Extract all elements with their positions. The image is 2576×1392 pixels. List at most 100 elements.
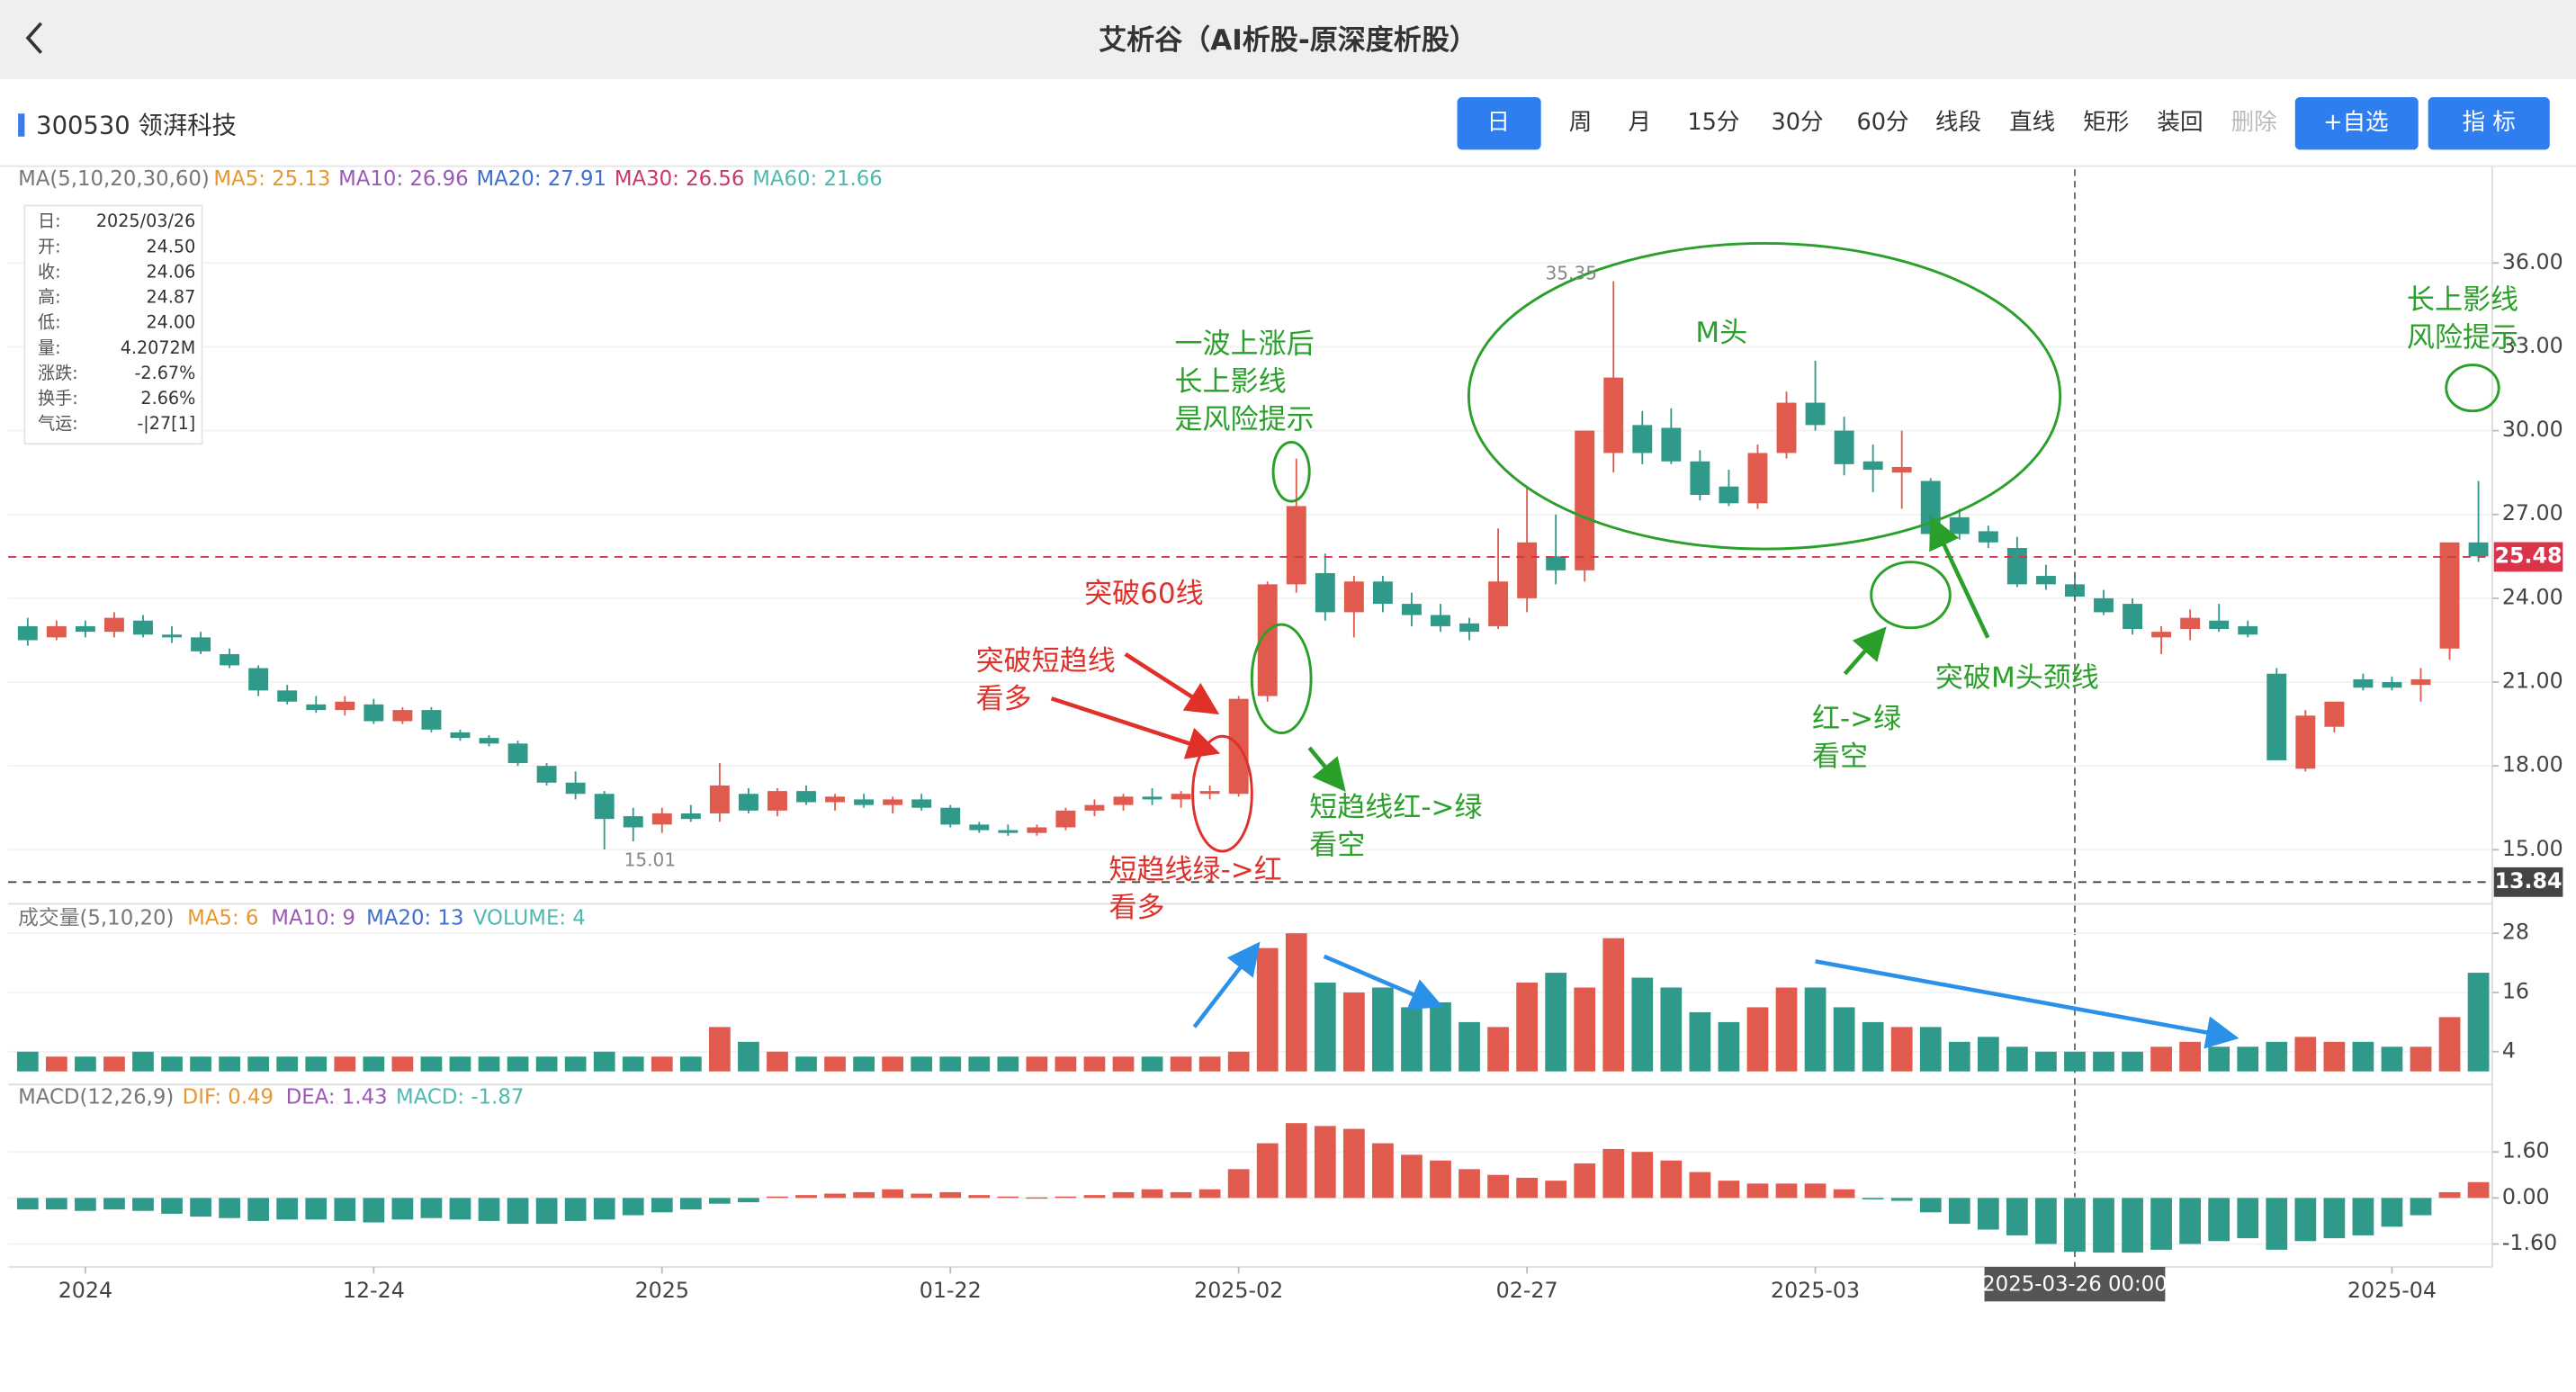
candle-body [623, 816, 643, 828]
volume-bar [709, 1027, 731, 1072]
macd-bar [2006, 1198, 2028, 1235]
arrow [1843, 626, 1887, 676]
y-tick-label: 18.00 [2502, 752, 2563, 777]
y-tick-label: 24.00 [2502, 584, 2563, 609]
period-tab[interactable]: 装回 [2157, 109, 2203, 136]
macd-bar [1112, 1191, 1135, 1199]
arrow [1050, 696, 1221, 759]
period-tab[interactable]: 月 [1628, 109, 1651, 136]
volume-bar [2150, 1046, 2172, 1072]
macd-bar [1574, 1163, 1596, 1199]
candle-body [1315, 572, 1335, 613]
macd-bar [824, 1193, 846, 1199]
tooltip-label: 换手: [38, 388, 78, 409]
volume-bar [1775, 987, 1798, 1072]
macd-bar [2381, 1198, 2403, 1227]
volume-bar [161, 1056, 183, 1072]
candle-body [277, 690, 298, 702]
candle-body [2180, 617, 2201, 630]
legend-item: MA(5,10,20,30,60) [18, 167, 210, 191]
macd-bar [161, 1198, 183, 1214]
max-label: 35.35 [1546, 263, 1597, 284]
y-tick-label: -1.60 [2502, 1230, 2557, 1255]
arrow [1307, 746, 1346, 793]
y-tick-label: 28 [2502, 920, 2529, 945]
legend-item: MACD: -1.87 [396, 1085, 524, 1109]
annotation: 突破M头颈线 [1935, 661, 2099, 694]
macd-bar [2237, 1198, 2259, 1239]
volume-bar [1198, 1056, 1221, 1072]
add-watch-label[interactable]: +自选 [2323, 109, 2389, 136]
macd-bar [45, 1198, 67, 1210]
labels: MA(5,10,20,30,60) MA5: 25.13 MA10: 26.96 MA… [18, 167, 2563, 1303]
period-tab[interactable]: 周 [1569, 109, 1593, 136]
volume-bar [795, 1056, 817, 1072]
back-button[interactable] [25, 22, 43, 54]
period-tab[interactable]: 线段 [1935, 109, 1981, 136]
candle-body [2151, 632, 2172, 638]
toolbar: 日 周 月 15分 30分 60分 线段 直线 矩形 装回 删除 +自选 指 标 [1457, 96, 2550, 150]
macd-bar [363, 1198, 385, 1223]
volume-bar [1833, 1007, 1855, 1072]
period-tab[interactable]: 日 [1486, 109, 1510, 136]
volume-bar [1372, 987, 1394, 1072]
volume-bar [1170, 1056, 1192, 1072]
volume-bar [1314, 983, 1336, 1072]
volume-bar [1977, 1037, 1999, 1072]
x-tick-label: 01-22 [920, 1278, 982, 1303]
tooltip-value: 4.2072M [121, 337, 196, 358]
tab-active-bg [1457, 96, 1541, 150]
macd-bar [2150, 1198, 2172, 1250]
volume-bar [1602, 938, 1625, 1072]
candle-body [1401, 604, 1422, 615]
macd-bar [1459, 1169, 1480, 1199]
volume-bar [939, 1056, 962, 1072]
candle-body [2353, 678, 2374, 688]
macd-bar [190, 1198, 211, 1217]
tooltip-value: -2.67% [135, 363, 196, 383]
y-tick-label: 4 [2502, 1037, 2516, 1063]
indicator-label[interactable]: 指 标 [2463, 109, 2516, 136]
min-label: 15.01 [624, 849, 676, 870]
volume-bar [1141, 1056, 1163, 1072]
candle-body [2123, 604, 2143, 630]
volume-bar [1026, 1056, 1048, 1072]
macd-bar [132, 1198, 154, 1211]
period-tab[interactable]: 30分 [1771, 109, 1823, 136]
macd-bar [305, 1198, 328, 1220]
candle-body [767, 791, 787, 811]
macd-bar [1083, 1195, 1106, 1199]
price-line-label: 25.48 [2495, 543, 2563, 568]
volume-bar [2179, 1041, 2202, 1072]
x-tick-label: 2025-03 [1771, 1278, 1860, 1303]
arrow [1124, 652, 1220, 714]
macd-bar [75, 1198, 96, 1211]
volume-bar [2035, 1051, 2057, 1072]
stock-name: 300530 领湃科技 [36, 112, 237, 139]
volume-bar [824, 1056, 846, 1072]
add-watch-button[interactable] [2294, 96, 2419, 150]
period-tab[interactable]: 15分 [1687, 109, 1739, 136]
volume-bar [882, 1056, 904, 1072]
period-tab[interactable]: 直线 [2009, 109, 2055, 136]
indicator-button[interactable] [2428, 96, 2550, 150]
macd-bar [1919, 1198, 1942, 1213]
volume-bar [767, 1051, 788, 1072]
macd-bar [1227, 1169, 1250, 1199]
macd-bar [1285, 1123, 1307, 1199]
candle-body [2410, 678, 2431, 686]
period-tab[interactable]: 矩形 [2083, 109, 2129, 136]
macd-bar [2323, 1198, 2346, 1239]
annotation: 突破短趋线 [976, 645, 1116, 678]
volume-bar [2006, 1046, 2028, 1072]
volume-bar [1516, 983, 1538, 1072]
volume-bar [305, 1056, 328, 1072]
annotation-shapes [1050, 242, 2500, 1049]
period-tab[interactable]: 60分 [1856, 109, 1908, 136]
highlight-ellipse [1271, 440, 1311, 503]
macd-bar [391, 1198, 414, 1220]
volume-bar [132, 1051, 154, 1072]
volume-bar [2122, 1051, 2143, 1072]
volume-bar [1430, 1001, 1451, 1072]
